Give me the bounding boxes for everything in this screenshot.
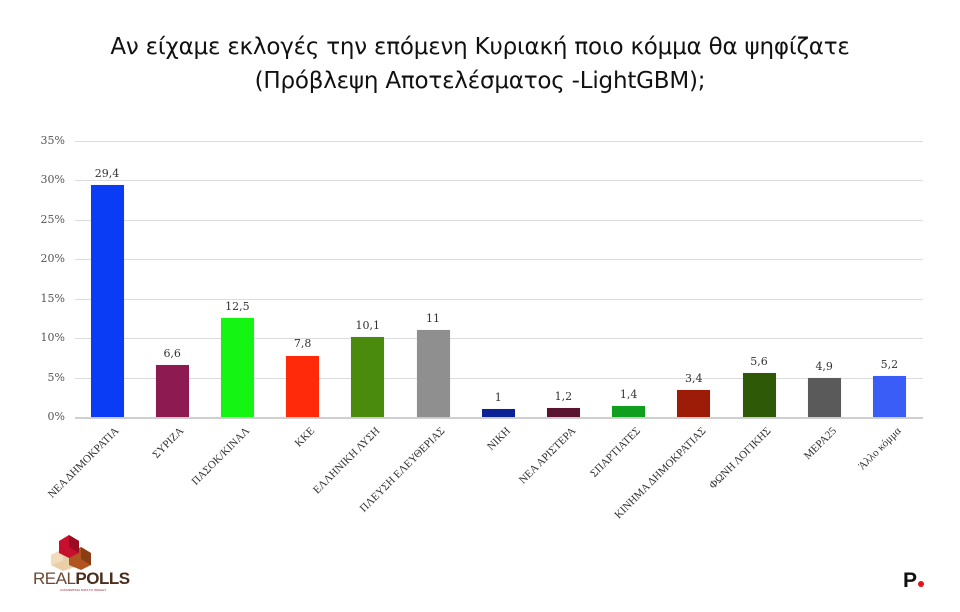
bar: [351, 337, 385, 417]
bar: [872, 376, 906, 417]
gridline: [75, 259, 923, 261]
cubes-icon: [51, 535, 91, 571]
bar: [677, 390, 711, 417]
bar-value-label: 4,9: [815, 360, 833, 374]
chart-title-line-2: (Πρόβλεψη Αποτελέσματος -LightGBM);: [254, 68, 706, 94]
bar: [416, 330, 450, 417]
x-tick-label: ΝΕΑ ΔΗΜΟΚΡΑΤΙΑ: [45, 425, 122, 501]
bar-value-label: 7,8: [293, 337, 312, 351]
bar-value-label: 1,4: [619, 387, 638, 401]
bar-value-label: 12,5: [225, 300, 250, 314]
bar: [742, 372, 776, 417]
realpolls-wordmark: REALPOLLS: [33, 569, 130, 588]
x-tick-label: ΜΕΡΑ25: [801, 425, 839, 463]
x-tick-label: ΣΥΡΙΖΑ: [150, 425, 187, 461]
gridline: [75, 338, 923, 340]
bar-value-label: 1: [494, 391, 502, 405]
gridline: [75, 141, 923, 142]
bar-value-label: 29,4: [94, 167, 120, 181]
bar-value-label: 6,6: [163, 346, 181, 360]
y-tick-label: 35%: [40, 134, 65, 147]
x-tick-label: ΣΠΑΡΤΙΑΤΕΣ: [588, 425, 644, 480]
bar: [546, 407, 580, 417]
bar: [155, 364, 189, 417]
y-tick-label: 15%: [40, 291, 65, 305]
bar: [612, 405, 646, 417]
gridline: [75, 417, 923, 419]
x-tick-label: ΕΛΛΗΝΙΚΗ ΛΥΣΗ: [310, 425, 383, 497]
y-tick-label: 5%: [47, 370, 65, 384]
gridline: [75, 298, 923, 300]
chart-title: Αν είχαμε εκλογές την επόμενη Κυριακή πο…: [0, 30, 960, 98]
bar-value-label: 11: [426, 312, 440, 326]
plot-area: 29,4 6,6 12,5 7,8 10,1 11 1 1,2 1,4 3,4 5,6 4,9 5,2: [75, 141, 923, 419]
bar: [220, 318, 254, 417]
x-tick-label: ΦΩΝΗ ΛΟΓΙΚΗΣ: [706, 425, 774, 492]
gridline: [75, 180, 923, 182]
y-tick-label: 20%: [40, 252, 65, 266]
realpolls-tagline: CONVERTING DATA TO INSIGHT: [60, 588, 107, 592]
x-tick-label: ΚΚΕ: [292, 425, 318, 450]
bar-value-label: 1,2: [554, 389, 573, 403]
gridline: [75, 219, 923, 221]
red-dot-icon: [918, 581, 925, 587]
x-tick-label: ΠΑΣΟΚ/ΚΙΝΑΛ: [189, 425, 252, 488]
y-tick-label: 25%: [40, 212, 65, 226]
bar-value-label: 5,6: [750, 354, 768, 368]
bar-value-label: 5,2: [880, 357, 899, 371]
bar: [807, 378, 841, 417]
chart-title-line-1: Αν είχαμε εκλογές την επόμενη Κυριακή πο…: [110, 34, 850, 60]
y-tick-label: 0%: [47, 410, 65, 423]
y-tick-label: 10%: [40, 331, 65, 345]
bar: [90, 185, 124, 417]
realpolls-logo: REALPOLLS CONVERTING DATA TO INSIGHT: [33, 535, 130, 595]
bar-value-label: 3,4: [685, 372, 703, 386]
x-tick-label: ΝΕΑ ΑΡΙΣΤΕΡΑ: [516, 425, 578, 487]
x-tick-label: Άλλο κόμμα: [856, 425, 904, 473]
y-tick-label: 30%: [40, 173, 65, 187]
x-tick-label: ΝΙΚΗ: [484, 425, 513, 453]
bar: [481, 409, 515, 417]
publisher-logo: P: [903, 569, 925, 593]
bar: [286, 355, 320, 417]
gridline: [75, 377, 923, 379]
bar-value-label: 10,1: [355, 319, 381, 333]
